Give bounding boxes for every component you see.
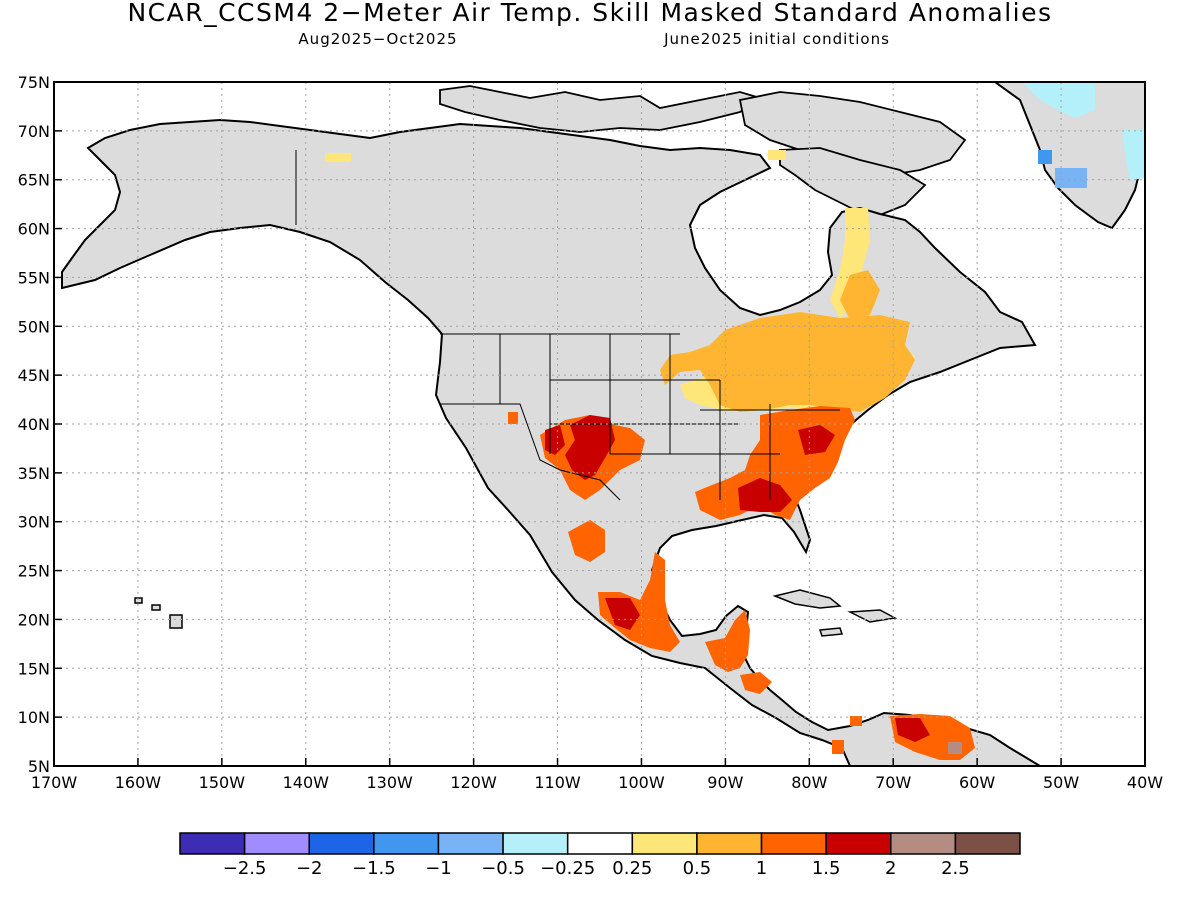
lon-tick-label: 60W: [959, 773, 995, 792]
colorbar-label: −1: [425, 858, 452, 879]
lon-tick-label: 40W: [1127, 773, 1163, 792]
lat-tick-label: 45N: [18, 366, 50, 385]
colorbar-swatch: [890, 832, 957, 855]
lat-tick-label: 30N: [18, 513, 50, 532]
lat-tick-label: 65N: [18, 171, 50, 190]
hawaii-islands: [134, 597, 183, 629]
colombia-warm-anomaly: [850, 716, 862, 726]
greenland-east-cool-anomaly: [1122, 130, 1145, 180]
quebec-warm-anomaly: [840, 270, 880, 320]
venezuela-strong-warm: [895, 718, 930, 742]
greenland-blue-anomaly-2: [1038, 150, 1052, 164]
colorbar-swatch: [373, 832, 440, 855]
virginia-strong-warm: [798, 425, 835, 455]
mexico-north-warm-anomaly: [568, 520, 605, 562]
greenland-cool-anomaly: [1022, 82, 1095, 118]
figure-title: NCAR_CCSM4 2−Meter Air Temp. Skill Maske…: [127, 0, 1052, 27]
lon-tick-label: 110W: [534, 773, 581, 792]
colorbar-label: −1.5: [352, 858, 396, 879]
colorbar-label: −0.25: [540, 858, 595, 879]
lon-tick-label: 120W: [450, 773, 497, 792]
latitude-axis: 75N 70N 65N 60N 55N 50N 45N 40N 35N 30N 25N 20N 15N 1…: [18, 73, 62, 776]
central-america-warm-anomaly: [705, 610, 750, 672]
colorbar-label: 1: [756, 858, 767, 879]
lat-tick-label: 15N: [18, 659, 50, 678]
lat-tick-label: 50N: [18, 317, 50, 336]
colombia-warm-anomaly-2: [832, 740, 844, 754]
colorbar-label: 0.25: [612, 858, 652, 879]
lon-tick-label: 140W: [283, 773, 330, 792]
colorbar-swatch: [179, 832, 246, 855]
lat-tick-label: 70N: [18, 122, 50, 141]
colorbar-swatch: [760, 832, 827, 855]
colorbar-label: 0.5: [683, 858, 712, 879]
map-frame: [54, 82, 1145, 766]
colorbar-swatch: [437, 832, 504, 855]
lon-tick-label: 130W: [367, 773, 414, 792]
colorbar-label: −0.5: [481, 858, 525, 879]
lat-tick-label: 35N: [18, 464, 50, 483]
forecast-period: Aug2025−Oct2025: [298, 30, 457, 48]
lat-tick-label: 5N: [28, 757, 50, 776]
lat-tick-label: 20N: [18, 610, 50, 629]
longitude-axis: 170W 160W 150W 140W 130W 120W 110W 100W 90W 80W 70…: [31, 758, 1163, 792]
colorbar-swatch: [308, 832, 375, 855]
colorbar-label: 1.5: [812, 858, 841, 879]
lon-tick-label: 170W: [31, 773, 78, 792]
colorbar-swatch: [502, 832, 569, 855]
initial-conditions: June2025 initial conditions: [663, 30, 890, 48]
venezuela-brown-anomaly: [948, 742, 962, 754]
mexico-strong-warm: [605, 598, 640, 630]
colorbar-label: 2: [885, 858, 896, 879]
lon-tick-label: 150W: [199, 773, 246, 792]
mexico-south-warm-anomaly: [598, 552, 680, 652]
colorbar-label: −2.5: [223, 858, 267, 879]
lon-tick-label: 160W: [115, 773, 162, 792]
lon-tick-label: 50W: [1043, 773, 1079, 792]
political-boundaries: [295, 150, 840, 501]
alaska-warm-anomaly: [325, 153, 351, 162]
lat-tick-label: 75N: [18, 73, 50, 92]
nevada-warm-anomaly: [508, 412, 518, 424]
labrador-warm-anomaly: [830, 208, 870, 318]
greenland-blue-anomaly: [1055, 168, 1087, 188]
lon-tick-label: 80W: [791, 773, 827, 792]
baffin-warm-anomaly: [768, 150, 786, 160]
lat-tick-label: 25N: [18, 562, 50, 581]
arctic-island: [738, 91, 967, 176]
four-corners-strong-warm: [545, 415, 615, 480]
colorbar-swatch: [954, 832, 1021, 855]
colorbar-swatch: [566, 832, 634, 855]
colorbar: −2.5 −2 −1.5 −1 −0.5 −0.25 0.25 0.5 1 1.5 2 2.5: [179, 832, 1021, 879]
colorbar-swatch: [631, 832, 698, 855]
colorbar-swatch: [825, 832, 892, 855]
colorbar-label: −2: [296, 858, 323, 879]
colorbar-swatch: [243, 832, 310, 855]
lat-tick-label: 40N: [18, 415, 50, 434]
graticule: [54, 82, 1145, 766]
colorbar-swatch: [696, 832, 763, 855]
lon-tick-label: 100W: [618, 773, 665, 792]
lon-tick-label: 70W: [875, 773, 911, 792]
lat-tick-label: 10N: [18, 708, 50, 727]
caribbean-coast-warm-anomaly: [740, 672, 772, 694]
lat-tick-label: 60N: [18, 220, 50, 239]
colorbar-label: 2.5: [941, 858, 970, 879]
lon-tick-label: 90W: [707, 773, 743, 792]
northeast-warm-anomaly: [660, 312, 915, 412]
gulf-coast-strong-warm: [738, 478, 792, 512]
lat-tick-label: 55N: [18, 268, 50, 287]
